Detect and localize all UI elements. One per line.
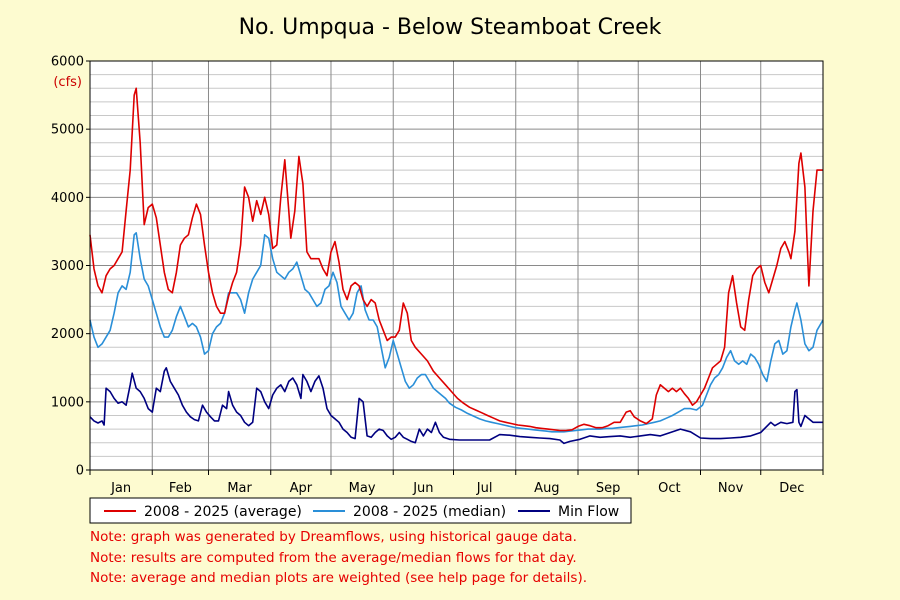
y-tick-label: 2000 [51, 327, 84, 342]
x-axis: Jan Feb Mar Apr May Jun Jul Aug Sep Oct Nov Dec [89, 470, 824, 496]
legend: 2008 - 2025 (average) 2008 - 2025 (median… [89, 497, 632, 524]
legend-label: 2008 - 2025 (average) [144, 504, 302, 520]
x-tick-label: Apr [290, 481, 313, 496]
x-tick-label: Jan [110, 481, 131, 496]
x-tick-label: Oct [658, 481, 680, 496]
series-line-median [89, 232, 824, 433]
x-tick-label: May [349, 481, 376, 496]
y-axis: 0 1000 2000 3000 4000 5000 6000 [51, 55, 90, 479]
x-tick-label: Feb [169, 481, 192, 496]
y-tick-label: 4000 [51, 191, 84, 206]
x-tick-label: Jun [412, 481, 433, 496]
y-tick-label: 5000 [51, 123, 84, 138]
x-tick-label: Aug [534, 481, 559, 496]
x-tick-label: Sep [596, 481, 621, 496]
y-tick-label: 0 [76, 464, 84, 479]
y-tick-label: 6000 [51, 55, 84, 70]
x-tick-label: Nov [718, 481, 744, 496]
series-line-min-flow [89, 366, 823, 445]
x-tick-label: Jul [476, 481, 493, 496]
y-tick-label: 3000 [51, 259, 84, 274]
note-line: Note: average and median plots are weigh… [90, 570, 588, 586]
note-line: Note: results are computed from the aver… [90, 549, 577, 566]
legend-label: Min Flow [558, 504, 619, 520]
chart-title: No. Umpqua - Below Steamboat Creek [239, 15, 662, 40]
legend-label: 2008 - 2025 (median) [353, 504, 506, 520]
x-tick-label: Dec [779, 481, 804, 496]
x-tick-label: Mar [227, 481, 252, 496]
series-layer [89, 87, 824, 445]
note-line: Note: graph was generated by Dreamflows,… [90, 529, 577, 545]
y-unit-label: (cfs) [53, 75, 82, 90]
series-line-average [89, 87, 823, 432]
y-tick-label: 1000 [51, 395, 84, 410]
notes: Note: graph was generated by Dreamflows,… [90, 527, 587, 589]
